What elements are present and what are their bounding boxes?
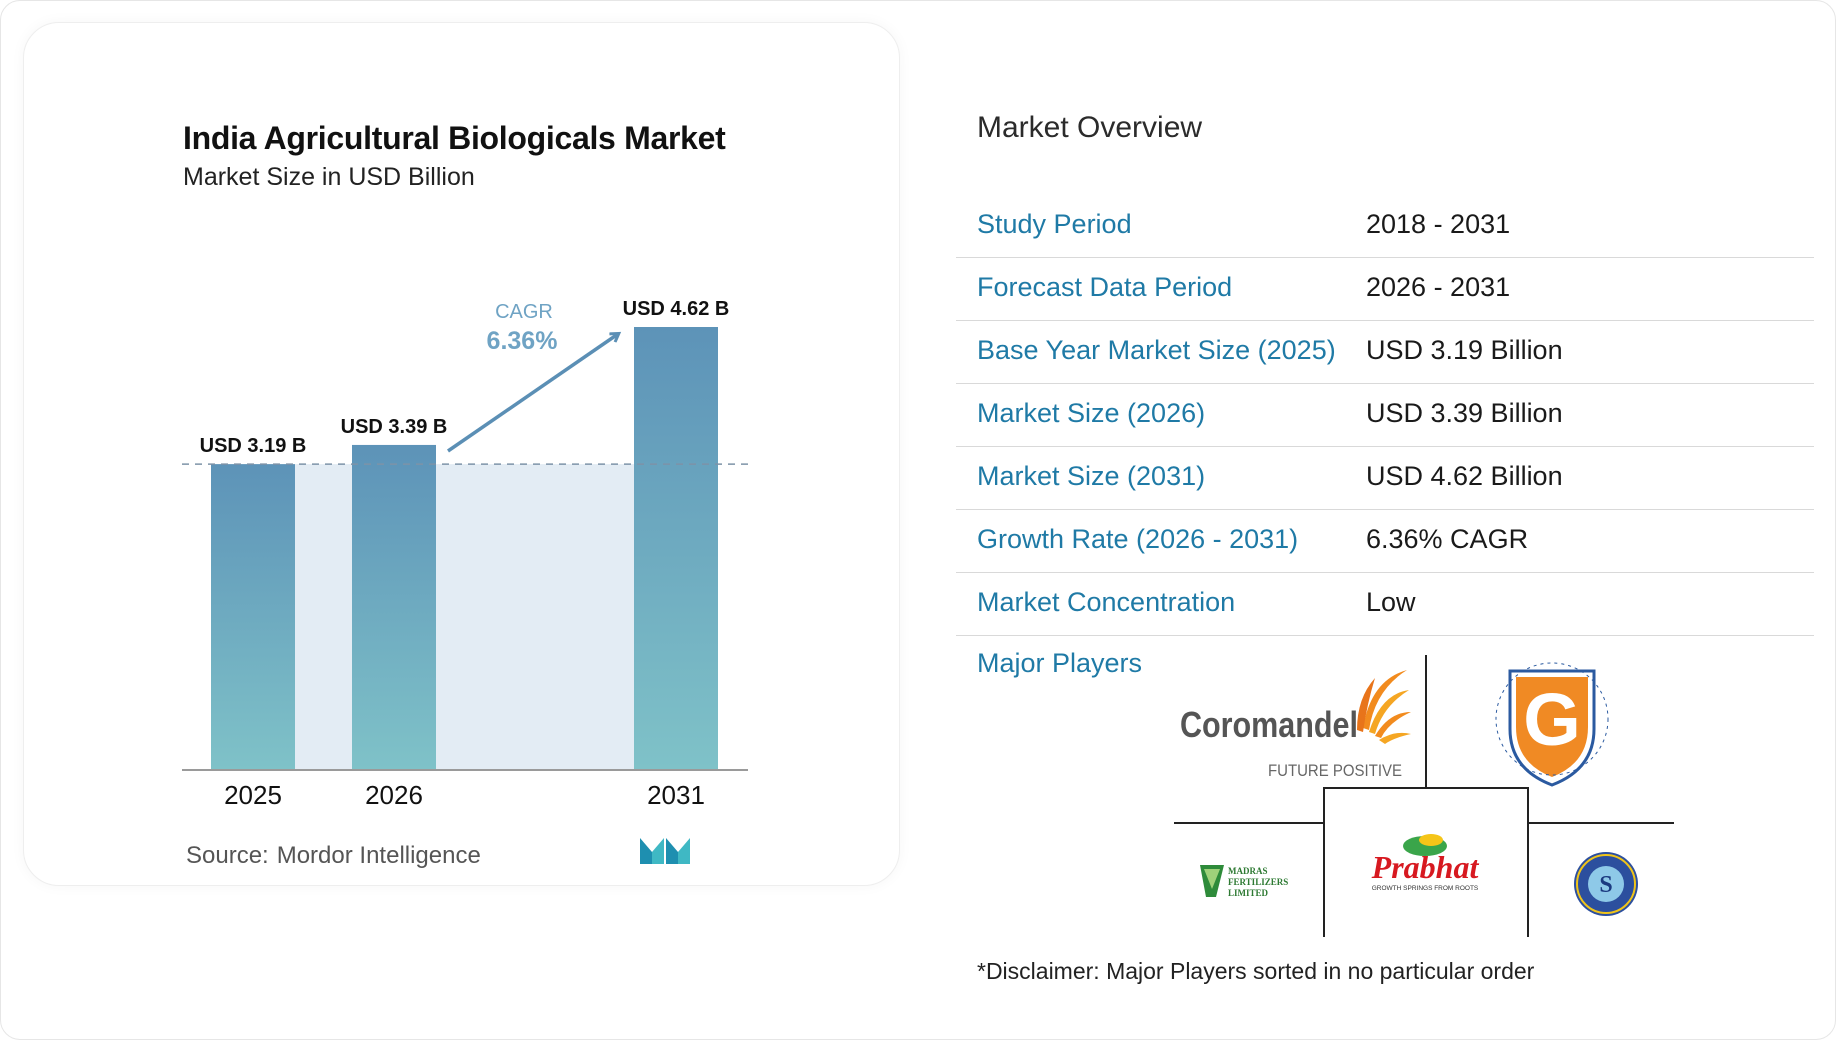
cagr-label: CAGR xyxy=(495,301,553,323)
overview-row: Study Period 2018 - 2031 xyxy=(956,195,1814,258)
reference-band xyxy=(295,464,634,770)
overview-row: Base Year Market Size (2025) USD 3.19 Bi… xyxy=(956,321,1814,384)
grid-divider xyxy=(1323,787,1529,937)
overview-value: 6.36% CAGR xyxy=(1366,524,1529,554)
overview-row: Market Size (2026) USD 3.39 Billion xyxy=(956,384,1814,447)
coromandel-tagline: FUTURE POSITIVE xyxy=(1268,761,1402,780)
overview-label: Market Concentration xyxy=(977,587,1236,617)
x-tick-label: 2025 xyxy=(224,780,282,810)
overview-row: Growth Rate (2026 - 2031) 6.36% CAGR xyxy=(956,510,1814,573)
prabhat-wordmark: Prabhat xyxy=(1371,849,1480,885)
gsfc-letter: G xyxy=(1523,678,1581,761)
bar-2026 xyxy=(352,444,436,770)
overview-label: Study Period xyxy=(977,209,1132,239)
overview-label: Forecast Data Period xyxy=(977,272,1233,302)
value-label: USD 4.62 B xyxy=(623,298,730,320)
x-tick-label: 2031 xyxy=(647,780,705,810)
overview-table: Study Period 2018 - 2031 Forecast Data P… xyxy=(956,195,1814,636)
value-label: USD 3.39 B xyxy=(341,416,448,438)
bar-2025 xyxy=(211,464,295,770)
major-players-label: Major Players xyxy=(977,648,1143,678)
overview-value: 2018 - 2031 xyxy=(1366,209,1511,239)
coromandel-logo: Coromandel FUTURE POSITIVE xyxy=(1180,670,1411,780)
disclaimer: *Disclaimer: Major Players sorted in no … xyxy=(977,958,1535,984)
overview-value: USD 3.19 Billion xyxy=(1366,335,1563,365)
overview-label: Market Size (2031) xyxy=(977,461,1206,491)
prabhat-tagline: GROWTH SPRINGS FROM ROOTS xyxy=(1372,885,1479,892)
overview-label: Growth Rate (2026 - 2031) xyxy=(977,524,1299,554)
swaroop-agrochemical-logo: S xyxy=(1574,852,1638,916)
cagr-value: 6.36% xyxy=(487,327,558,355)
mfl-line2: FERTILIZERS xyxy=(1228,877,1288,887)
bar-chart: USD 3.19 B USD 3.39 B USD 4.62 B 2025 2026 20… xyxy=(182,298,752,810)
gsfc-logo: G xyxy=(1492,659,1612,787)
x-tick-label: 2026 xyxy=(365,780,423,810)
sunburst-icon xyxy=(1357,670,1411,744)
overview-row: Market Size (2031) USD 4.62 Billion xyxy=(956,447,1814,510)
mordor-intelligence-logo xyxy=(640,838,690,864)
gsfc-ring xyxy=(1495,662,1609,776)
svg-text:S: S xyxy=(1599,872,1612,898)
mfl-line1: MADRAS xyxy=(1228,866,1268,876)
major-players-logos: Coromandel FUTURE POSITIVE G MADRAS FERT… xyxy=(1174,655,1674,937)
chart-title: India Agricultural Biologicals Market xyxy=(183,120,726,156)
overview-value: USD 4.62 Billion xyxy=(1366,461,1563,491)
overview-row: Market Concentration Low xyxy=(956,573,1814,636)
overview-row: Forecast Data Period 2026 - 2031 xyxy=(956,258,1814,321)
cagr-arrow xyxy=(447,334,618,453)
source-note: Source: Mordor Intelligence xyxy=(186,842,481,870)
value-label: USD 3.19 B xyxy=(200,435,307,457)
mfl-line3: LIMITED xyxy=(1228,888,1269,898)
overview-value: 2026 - 2031 xyxy=(1366,272,1511,302)
overview-title: Market Overview xyxy=(977,111,1203,144)
prabhat-logo: Prabhat GROWTH SPRINGS FROM ROOTS xyxy=(1371,834,1480,892)
overview-label: Base Year Market Size (2025) xyxy=(977,335,1336,365)
source-value: Mordor Intelligence xyxy=(276,842,481,869)
madras-fertilizers-logo: MADRAS FERTILIZERS LIMITED xyxy=(1200,865,1288,898)
overview-value: Low xyxy=(1366,587,1416,617)
bar-2031 xyxy=(634,327,718,770)
overview-value: USD 3.39 Billion xyxy=(1366,398,1563,428)
overview-label: Market Size (2026) xyxy=(977,398,1206,428)
source-label: Source: xyxy=(186,842,269,869)
coromandel-wordmark: Coromandel xyxy=(1180,704,1358,745)
chart-subtitle: Market Size in USD Billion xyxy=(183,163,475,191)
